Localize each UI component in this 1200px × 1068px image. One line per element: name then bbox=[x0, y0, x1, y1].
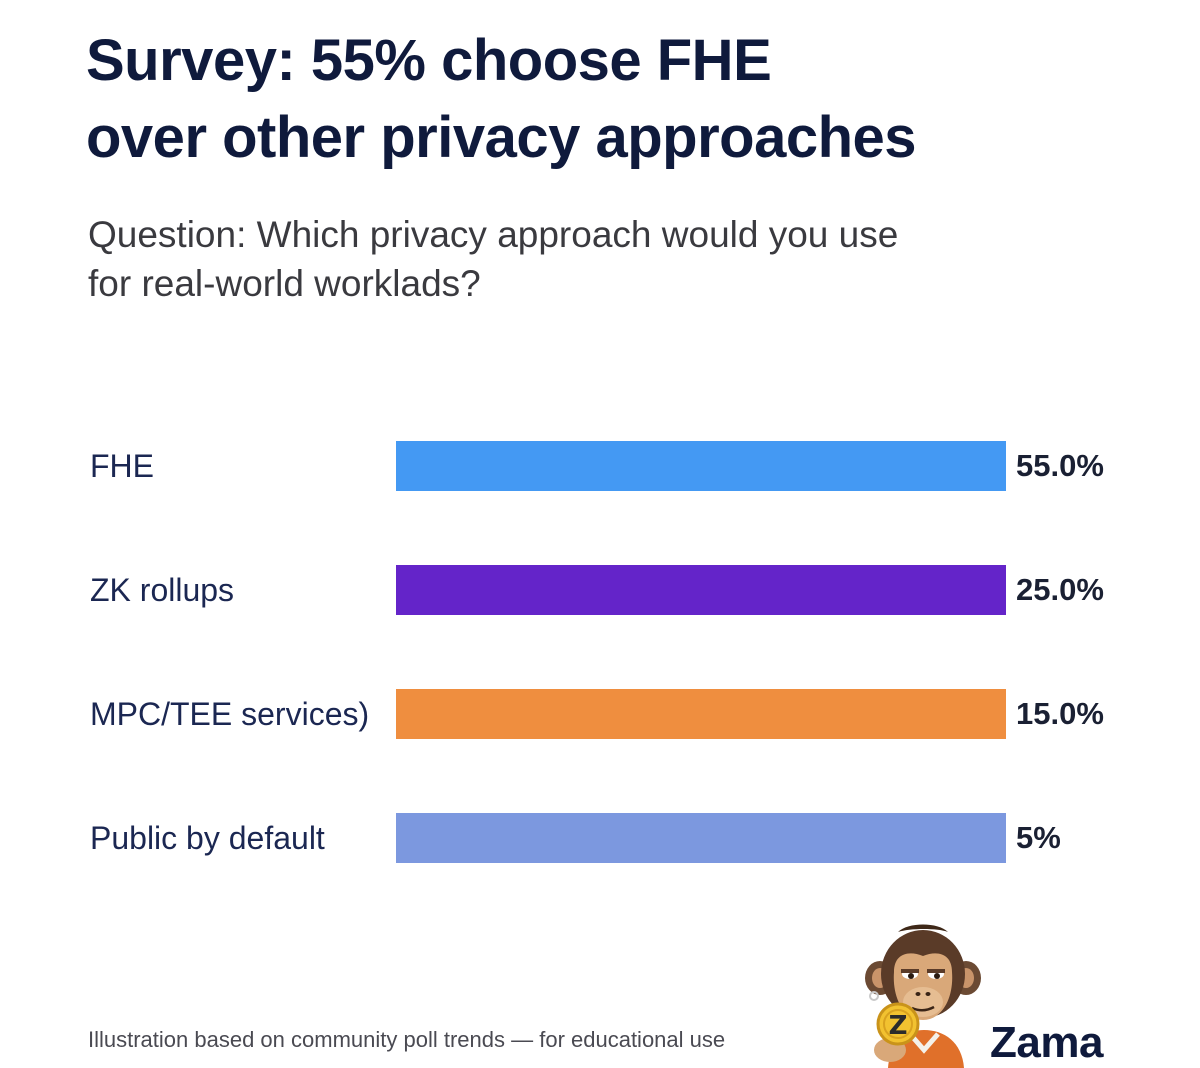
chart-title-line-1: Survey: 55% choose FHE bbox=[86, 28, 772, 93]
category-label: MPC/TEE services) bbox=[90, 696, 370, 732]
bar bbox=[396, 565, 1006, 615]
zama-brand-logo: Zama bbox=[990, 1018, 1103, 1067]
chart-subtitle-line-1: Question: Which privacy approach would y… bbox=[88, 214, 899, 255]
bar-row: MPC/TEE services) 15.0% bbox=[0, 689, 1200, 739]
value-label: 25.0% bbox=[1016, 572, 1104, 607]
bar-row: ZK rollups 25.0% bbox=[0, 565, 1200, 615]
bar-row: FHE 55.0% bbox=[0, 441, 1200, 491]
category-label: ZK rollups bbox=[90, 572, 235, 608]
chimp-mascot-icon: Z bbox=[865, 924, 981, 1068]
value-label: 5% bbox=[1016, 820, 1061, 855]
chart-subtitle-line-2: for real-world worklads? bbox=[88, 263, 481, 304]
category-label: Public by default bbox=[90, 820, 325, 856]
bar bbox=[396, 813, 1006, 863]
bar bbox=[396, 441, 1006, 491]
coin-letter: Z bbox=[889, 1011, 908, 1041]
chart-subtitle: Question: Which privacy approach would y… bbox=[88, 210, 1088, 308]
value-label: 15.0% bbox=[1016, 696, 1104, 731]
chart-title: Survey: 55% choose FHE over other privac… bbox=[86, 22, 1146, 176]
value-label: 55.0% bbox=[1016, 448, 1104, 483]
bar bbox=[396, 689, 1006, 739]
footnote: Illustration based on community poll tre… bbox=[88, 1027, 726, 1052]
category-label: FHE bbox=[90, 448, 154, 484]
chart-title-line-2: over other privacy approaches bbox=[86, 105, 917, 170]
bar-row: Public by default 5% bbox=[0, 813, 1200, 863]
